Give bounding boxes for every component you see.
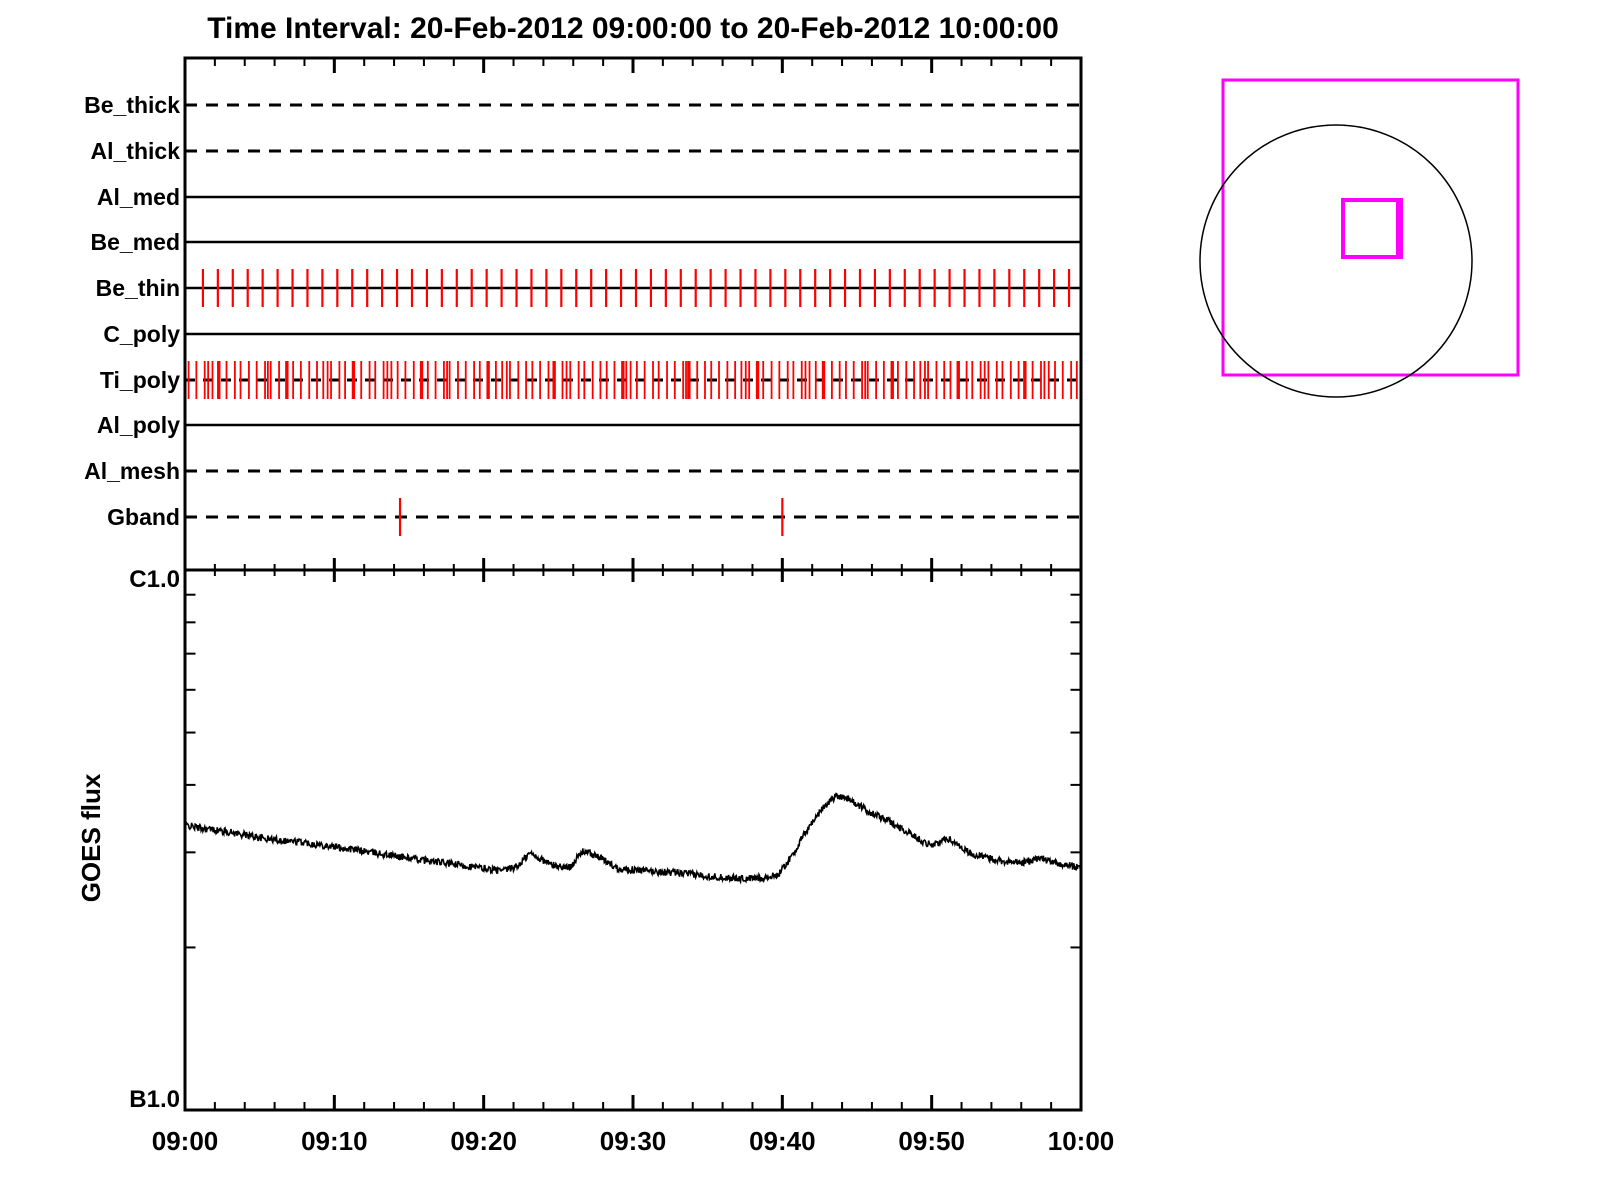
x-tick-label-0920: 09:20: [450, 1126, 517, 1156]
filter-label-gband: Gband: [107, 504, 180, 530]
filter-label-c_poly: C_poly: [103, 321, 180, 347]
goes-flux-panel: [183, 568, 1083, 1112]
goes-y-bottom-label: B1.0: [129, 1086, 180, 1113]
filter-label-al_poly: Al_poly: [96, 412, 180, 438]
filter-label-al_mesh: Al_mesh: [84, 458, 180, 484]
x-tick-label-0950: 09:50: [898, 1126, 965, 1156]
filter-label-al_med: Al_med: [96, 184, 180, 210]
x-tick-label-0930: 09:30: [599, 1126, 667, 1156]
filter-label-ti_poly: Ti_poly: [99, 367, 180, 393]
filter-label-be_thin: Be_thin: [95, 275, 180, 301]
fov-target-square: [1341, 198, 1403, 259]
fov-map: [1199, 78, 1520, 398]
fov-outer-box: [1221, 78, 1520, 377]
filter-label-be_thick: Be_thick: [84, 92, 180, 118]
goes-y-axis-title: GOES flux: [76, 773, 106, 903]
filter-timeline-panel: [183, 56, 1083, 1110]
plot-title: Time Interval: 20-Feb-2012 09:00:00 to 2…: [207, 12, 1059, 45]
x-tick-label-1000: 10:00: [1047, 1126, 1115, 1156]
filter-label-al_thick: Al_thick: [90, 138, 180, 164]
x-tick-label-0940: 09:40: [749, 1126, 816, 1156]
goes-y-top-label: C1.0: [129, 566, 180, 593]
x-tick-label-0910: 09:10: [301, 1126, 368, 1156]
filter-label-be_med: Be_med: [90, 229, 180, 255]
solar-limb-circle: [1199, 124, 1473, 398]
x-tick-label-0900: 09:00: [151, 1126, 219, 1156]
goes-flux-curve: [184, 792, 1082, 885]
